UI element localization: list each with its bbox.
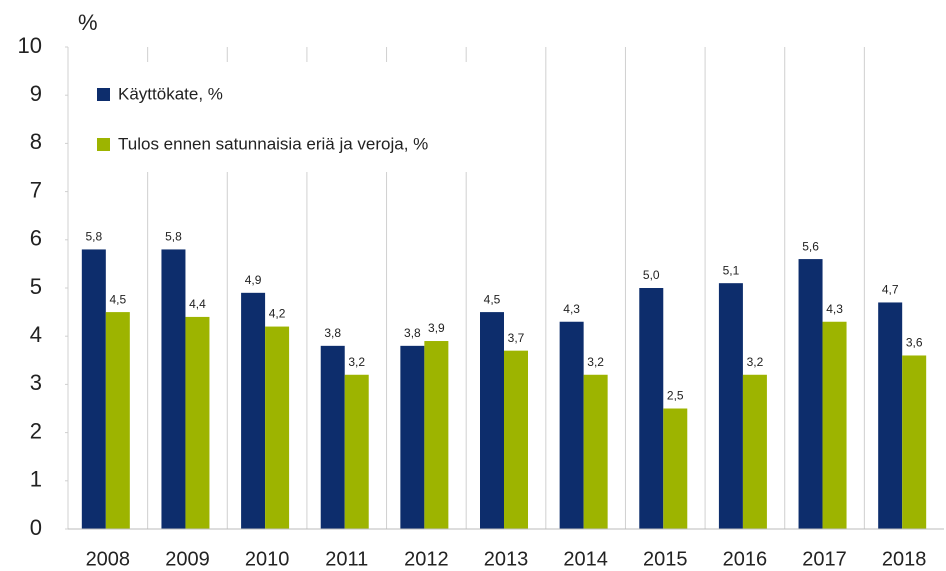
y-tick-label: 2 xyxy=(30,418,42,443)
y-tick-label: 4 xyxy=(30,322,42,347)
x-tick-label: 2011 xyxy=(325,548,368,570)
value-label: 5,8 xyxy=(85,230,102,244)
bar xyxy=(344,374,369,529)
x-tick-label: 2017 xyxy=(802,548,847,570)
bar xyxy=(400,345,425,529)
bar xyxy=(559,321,584,529)
bar xyxy=(902,355,927,529)
value-label: 4,4 xyxy=(189,297,206,311)
bar xyxy=(241,292,266,529)
x-tick-label: 2009 xyxy=(165,548,210,570)
bar xyxy=(320,345,345,529)
value-label: 3,2 xyxy=(348,355,365,369)
x-tick-label: 2013 xyxy=(484,548,529,570)
value-label: 3,9 xyxy=(428,321,445,335)
bar xyxy=(185,316,210,529)
value-label: 5,1 xyxy=(723,263,740,277)
value-label: 3,7 xyxy=(508,331,525,345)
value-label: 5,0 xyxy=(643,268,660,282)
y-tick-label: 3 xyxy=(30,370,42,395)
x-tick-label: 2010 xyxy=(245,548,290,570)
x-tick-label: 2014 xyxy=(563,548,608,570)
bar xyxy=(663,408,688,529)
legend-swatch xyxy=(97,88,110,101)
value-label: 4,5 xyxy=(484,292,501,306)
y-tick-label: 10 xyxy=(18,33,42,58)
x-tick-label: 2012 xyxy=(404,548,449,570)
bar xyxy=(480,312,504,529)
value-label: 4,2 xyxy=(269,307,286,321)
value-label: 2,5 xyxy=(667,389,684,403)
legend-swatch xyxy=(97,138,110,151)
x-tick-label: 2008 xyxy=(86,548,131,570)
value-label: 5,6 xyxy=(802,239,819,253)
bar xyxy=(822,321,847,529)
value-label: 4,3 xyxy=(826,302,843,316)
value-label: 3,2 xyxy=(587,355,604,369)
bar xyxy=(742,374,767,529)
y-tick-label: 6 xyxy=(30,226,42,251)
value-label: 4,7 xyxy=(882,283,899,297)
value-label: 3,8 xyxy=(404,326,421,340)
x-tick-label: 2018 xyxy=(882,548,927,570)
bar xyxy=(583,374,608,529)
value-label: 3,8 xyxy=(324,326,341,340)
bar xyxy=(878,302,903,529)
legend-label: Käyttökate, % xyxy=(118,84,223,103)
bar xyxy=(798,259,823,529)
y-axis-label: % xyxy=(78,10,98,35)
bar xyxy=(265,326,290,529)
y-tick-label: 5 xyxy=(30,274,42,299)
bar xyxy=(161,249,186,529)
y-tick-label: 7 xyxy=(30,177,42,202)
bar xyxy=(424,341,449,529)
value-label: 3,6 xyxy=(906,336,923,350)
x-tick-label: 2016 xyxy=(723,548,768,570)
bar xyxy=(81,249,106,529)
y-tick-label: 0 xyxy=(30,515,42,540)
legend-label: Tulos ennen satunnaisia eriä ja veroja, … xyxy=(118,134,428,153)
value-label: 3,2 xyxy=(747,355,764,369)
y-tick-label: 9 xyxy=(30,81,42,106)
y-tick-label: 1 xyxy=(30,467,42,492)
bar xyxy=(504,350,528,529)
legend-box xyxy=(70,62,515,172)
x-tick-label: 2015 xyxy=(643,548,688,570)
value-label: 5,8 xyxy=(165,230,182,244)
value-label: 4,5 xyxy=(109,292,126,306)
value-label: 4,3 xyxy=(563,302,580,316)
y-tick-label: 8 xyxy=(30,129,42,154)
value-label: 4,9 xyxy=(245,273,262,287)
bar xyxy=(718,283,743,529)
bar xyxy=(639,288,664,529)
bar xyxy=(105,312,130,529)
